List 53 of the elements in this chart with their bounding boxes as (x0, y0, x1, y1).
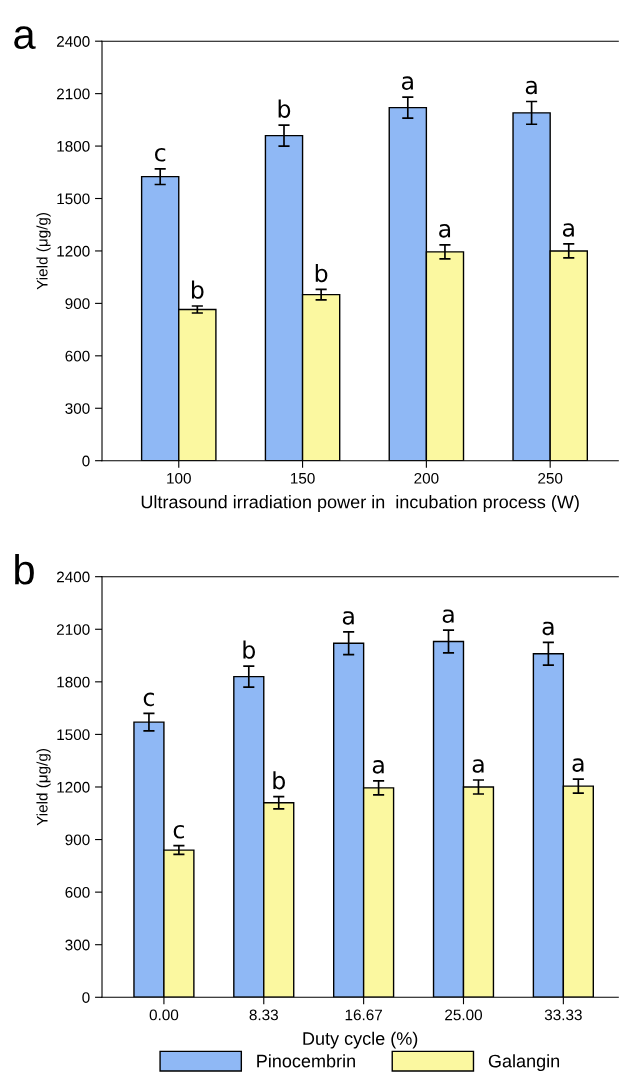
data-label: c (155, 148, 166, 162)
x-tick-label: 16.67 (345, 1009, 382, 1021)
x-tick-label: 33.33 (544, 1009, 582, 1021)
data-label: c (143, 692, 154, 707)
data-label: c (173, 824, 184, 839)
y-tick-label: 300 (65, 403, 90, 414)
y-tick-label: 1500 (57, 193, 90, 205)
data-label: b (273, 771, 285, 790)
y-tick-label: 1200 (57, 781, 90, 793)
y-tick-label: 0 (82, 992, 90, 1003)
y-tick-label: 2100 (56, 624, 90, 635)
x-tick-label: 250 (538, 472, 563, 484)
x-tick-label: 100 (167, 472, 191, 484)
x-tick-label: 25.00 (445, 1009, 483, 1021)
data-label: a (525, 80, 537, 95)
data-label: b (243, 640, 255, 659)
y-tick-label: 2400 (56, 36, 90, 47)
data-label: b (315, 263, 328, 283)
y-tick-label: 300 (65, 939, 90, 951)
y-tick-label: 600 (65, 350, 90, 362)
data-label: a (401, 76, 413, 90)
x-axis-title: Ultrasound irradiation power in incubation process (W) (141, 495, 579, 512)
y-tick-label: 2100 (56, 88, 90, 100)
y-tick-label: 2400 (56, 571, 90, 583)
y-tick-label: 900 (65, 298, 90, 310)
chart-title: b (15, 554, 34, 585)
legend-label: Pinocembrin (257, 1054, 355, 1068)
chart-title: a (14, 26, 36, 50)
x-axis-title: Duty cycle (%) (303, 1031, 418, 1049)
y-tick-label: 1800 (57, 676, 90, 688)
data-label: a (472, 759, 484, 773)
data-label: a (439, 224, 451, 238)
y-tick-label: 600 (65, 887, 90, 898)
data-label: a (562, 223, 574, 237)
x-tick-label: 150 (290, 472, 315, 484)
data-label: b (278, 99, 291, 118)
data-label: b (191, 280, 204, 299)
y-tick-label: 1800 (57, 140, 90, 152)
y-axis-title: Yield (μg/g) (36, 212, 51, 290)
data-label: a (542, 621, 554, 636)
data-label: a (372, 760, 384, 774)
x-tick-label: 200 (414, 472, 439, 484)
data-label: a (572, 758, 584, 772)
x-tick-label: 0.00 (149, 1009, 179, 1021)
y-tick-label: 1200 (57, 245, 90, 257)
y-tick-label: 0 (82, 455, 90, 467)
data-label: a (442, 609, 454, 623)
x-tick-label: 8.33 (249, 1009, 278, 1021)
y-axis-title: Yield (μg/g) (36, 749, 51, 826)
y-tick-label: 900 (65, 834, 90, 846)
data-label: a (342, 611, 354, 625)
legend-label: Galangin (488, 1054, 560, 1072)
y-tick-label: 1500 (57, 729, 90, 741)
